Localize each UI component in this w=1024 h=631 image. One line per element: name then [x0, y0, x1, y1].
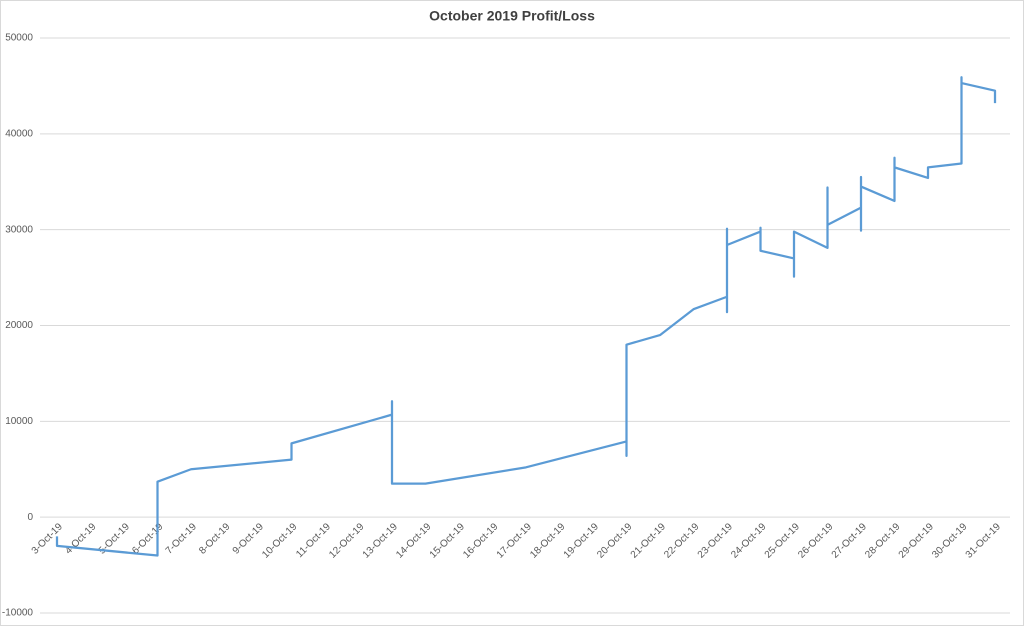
y-tick-label: 50000: [5, 33, 33, 44]
y-tick-label: 30000: [5, 224, 33, 235]
chart-title: October 2019 Profit/Loss: [429, 8, 595, 24]
y-tick-label: 0: [27, 512, 33, 523]
y-tick-label: 10000: [5, 416, 33, 427]
data-line: [55, 76, 997, 557]
y-tick-label: -10000: [2, 608, 34, 619]
y-tick-label: 40000: [5, 128, 33, 139]
y-tick-label: 20000: [5, 320, 33, 331]
